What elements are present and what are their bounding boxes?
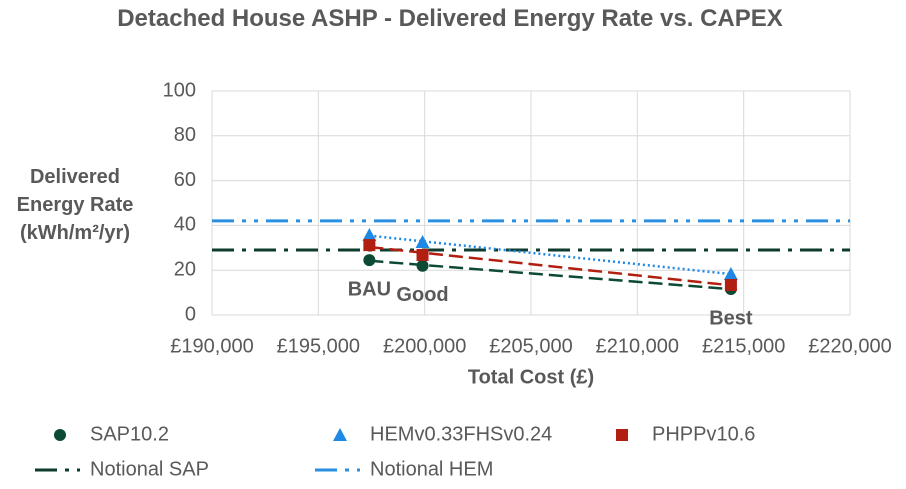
x-tick-label: £195,000 xyxy=(277,335,360,357)
legend-marker xyxy=(54,429,66,441)
data-point xyxy=(724,278,737,291)
data-point xyxy=(363,254,376,267)
y-tick-label: 40 xyxy=(174,214,196,236)
legend-label: PHPPv10.6 xyxy=(652,423,755,445)
chart-title: Detached House ASHP - Delivered Energy R… xyxy=(117,5,783,32)
trendline xyxy=(369,259,732,291)
x-tick-label: £200,000 xyxy=(383,335,466,357)
trendline xyxy=(369,234,732,276)
y-axis-title: Delivered Energy Rate (kWh/m²/yr) xyxy=(16,166,134,244)
y-tick-label: 0 xyxy=(185,303,196,325)
legend-label: SAP10.2 xyxy=(90,423,169,445)
x-tick-label: £210,000 xyxy=(596,335,679,357)
legend-marker xyxy=(616,429,628,441)
data-point xyxy=(723,267,738,281)
data-point xyxy=(416,248,429,261)
y-tick-label: 60 xyxy=(174,169,196,191)
legend-label: Notional HEM xyxy=(370,458,493,480)
legend-label: HEMv0.33FHSv0.24 xyxy=(370,423,552,445)
trendline xyxy=(369,245,732,287)
y-tick-label: 100 xyxy=(163,79,196,101)
data-point xyxy=(416,259,429,272)
data-point xyxy=(415,234,430,248)
legend-marker xyxy=(333,428,347,441)
y-tick-label: 20 xyxy=(174,258,196,280)
data-point xyxy=(363,239,376,252)
x-tick-label: £190,000 xyxy=(170,335,253,357)
point-label: Good xyxy=(396,284,448,306)
legend-label: Notional SAP xyxy=(90,458,209,480)
data-point xyxy=(362,228,377,242)
x-tick-label: £220,000 xyxy=(808,335,891,357)
point-label: Best xyxy=(709,307,753,329)
x-tick-label: £205,000 xyxy=(489,335,572,357)
x-axis-title: Total Cost (£) xyxy=(468,366,594,388)
y-tick-label: 80 xyxy=(174,124,196,146)
x-tick-label: £215,000 xyxy=(702,335,785,357)
point-label: BAU xyxy=(348,278,391,300)
